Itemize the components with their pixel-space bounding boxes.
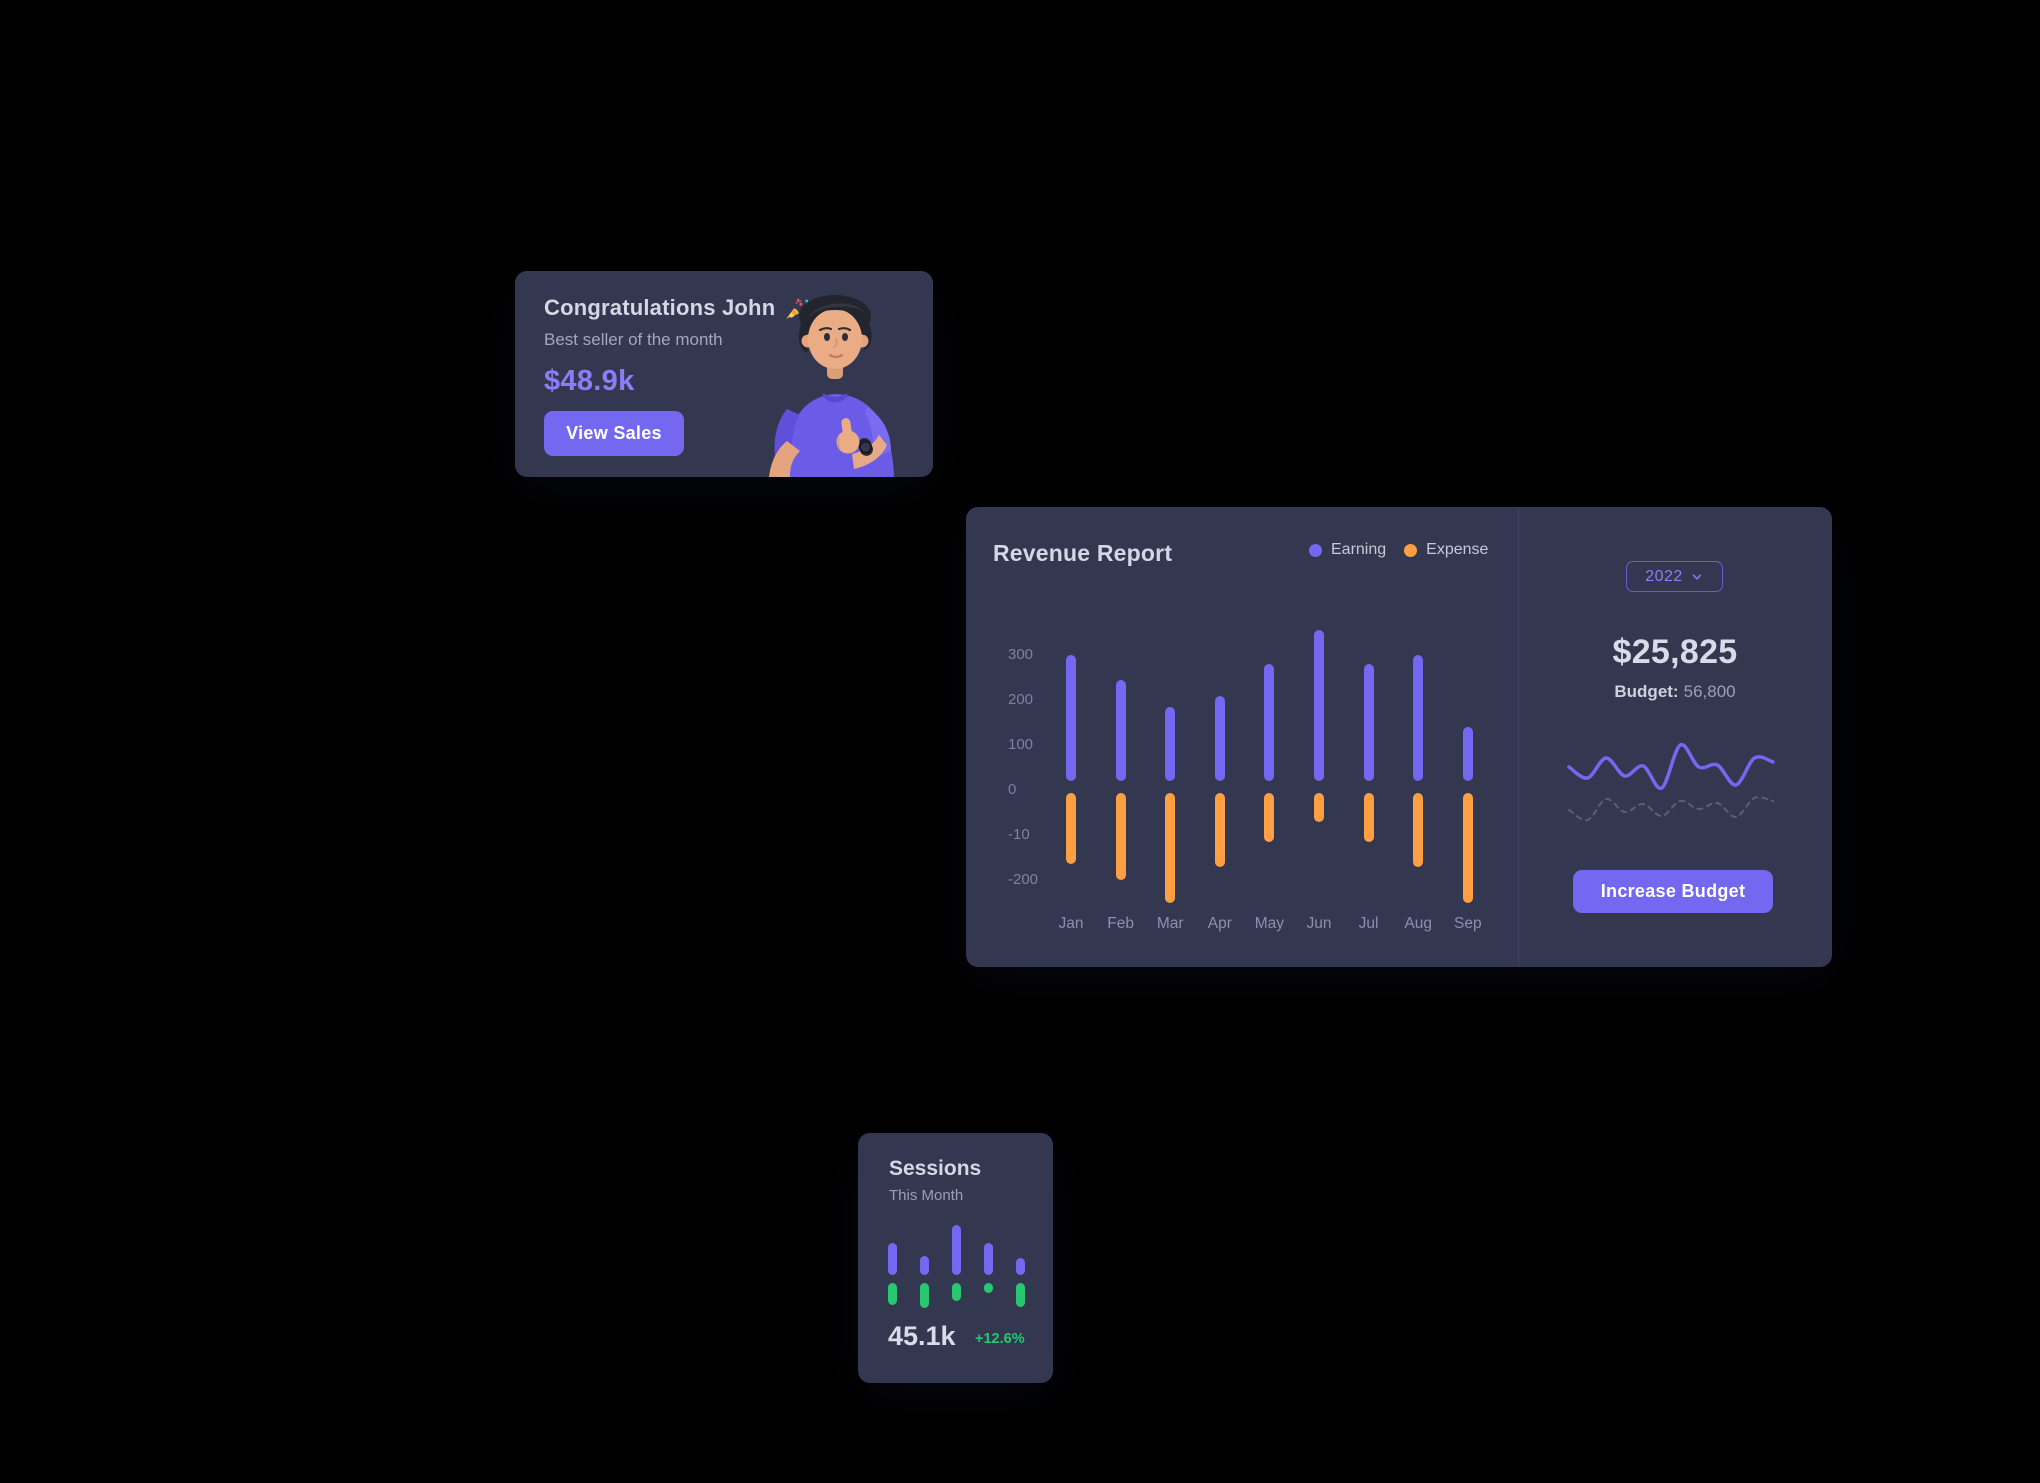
congratulations-card: Congratulations John Best seller of the … (515, 271, 933, 477)
y-axis-tick-label: 0 (1008, 781, 1017, 798)
legend-dot-icon (1309, 543, 1322, 557)
congrats-title: Congratulations John (544, 295, 810, 321)
sessions-secondary-bar (887, 1283, 897, 1305)
sessions-title: Sessions (889, 1157, 982, 1180)
earning-bar-apr (1214, 695, 1225, 781)
expense-bar-aug (1413, 793, 1424, 867)
expense-bar-jan (1066, 793, 1076, 865)
expense-bar-apr (1214, 793, 1225, 867)
earning-bar-mar (1165, 706, 1176, 781)
legend-dot-icon (1404, 543, 1418, 557)
x-axis-month-label: Jun (1306, 915, 1332, 932)
x-axis-month-label: Feb (1107, 915, 1134, 932)
party-popper-icon (786, 298, 809, 319)
budget-value: 56,800 (1683, 682, 1736, 701)
earning-bar-jun (1314, 630, 1324, 781)
x-axis-month-label: Jan (1058, 915, 1084, 932)
expense-bar-jun (1314, 793, 1324, 822)
person-thumbs-up-illustration (769, 295, 894, 477)
view-sales-button[interactable]: View Sales (544, 411, 684, 456)
congrats-title-text: Congratulations John (544, 295, 776, 320)
sessions-secondary-bar (983, 1283, 993, 1293)
x-axis-month-label: May (1254, 915, 1285, 932)
budget-sparkline-chart (1567, 743, 1775, 822)
x-axis-month-label: Jul (1358, 915, 1379, 932)
legend-item-earning[interactable]: Earning (1309, 541, 1386, 559)
x-axis-month-label: Sep (1454, 915, 1482, 932)
expense-bar-feb (1115, 793, 1126, 880)
budget-label: Budget: (1614, 682, 1679, 701)
sessions-secondary-bar (951, 1283, 961, 1301)
expense-bar-sep (1462, 793, 1473, 903)
expense-bar-jul (1363, 793, 1374, 842)
revenue-chart-legend: Earning Expense (1309, 541, 1488, 559)
year-selector-value: 2022 (1645, 567, 1683, 585)
budget-line (1568, 796, 1774, 822)
y-axis-tick-label: 300 (1008, 646, 1034, 663)
chevron-down-icon (1692, 573, 1702, 580)
earning-bar-aug (1413, 655, 1424, 781)
sessions-bar (951, 1225, 961, 1275)
x-axis-month-label: Aug (1404, 915, 1432, 932)
increase-budget-button[interactable]: Increase Budget (1573, 870, 1773, 913)
sessions-card: Sessions This Month 45.1k +12.6% (858, 1133, 1053, 1383)
earning-bar-jul (1363, 664, 1374, 781)
sessions-secondary-bar (919, 1283, 929, 1308)
sessions-bar (1015, 1258, 1025, 1275)
sessions-bar (983, 1243, 993, 1275)
revenue-report-card: Revenue Report Earning Expense 300 200 100 0… (966, 507, 1832, 967)
panel-divider (1518, 507, 1519, 967)
expense-bar-may (1264, 793, 1275, 842)
y-axis-tick-label: 100 (1008, 736, 1034, 753)
earning-bar-sep (1462, 727, 1473, 781)
earning-bar-feb (1115, 679, 1126, 781)
expense-bar-mar (1165, 793, 1176, 903)
legend-label: Expense (1426, 541, 1489, 558)
legend-label: Earning (1331, 541, 1387, 558)
budget-balance-amount: $25,825 (1612, 633, 1738, 671)
sessions-bar (919, 1256, 929, 1275)
budget-line: Budget: 56,800 (1518, 682, 1832, 702)
x-axis-month-label: Apr (1207, 915, 1232, 932)
sessions-delta-badge: +12.6% (975, 1331, 1025, 1347)
congrats-subtitle: Best seller of the month (544, 330, 723, 349)
earning-bar-jan (1066, 655, 1076, 781)
congrats-amount: $48.9k (544, 365, 635, 397)
earning-bar-may (1264, 664, 1275, 781)
y-axis-tick-label: 200 (1008, 691, 1034, 708)
legend-item-expense[interactable]: Expense (1404, 541, 1488, 559)
sessions-value: 45.1k (888, 1321, 956, 1351)
revenue-report-title: Revenue Report (993, 540, 1173, 566)
sessions-bar (887, 1243, 897, 1275)
y-axis-tick-label: -200 (1008, 871, 1039, 888)
x-axis-month-label: Mar (1156, 915, 1184, 932)
spending-line (1567, 743, 1775, 790)
year-selector-dropdown[interactable]: 2022 (1626, 561, 1723, 592)
sessions-secondary-bar (1015, 1283, 1025, 1307)
y-axis-tick-label: -10 (1008, 826, 1030, 843)
sessions-subtitle: This Month (889, 1187, 964, 1204)
